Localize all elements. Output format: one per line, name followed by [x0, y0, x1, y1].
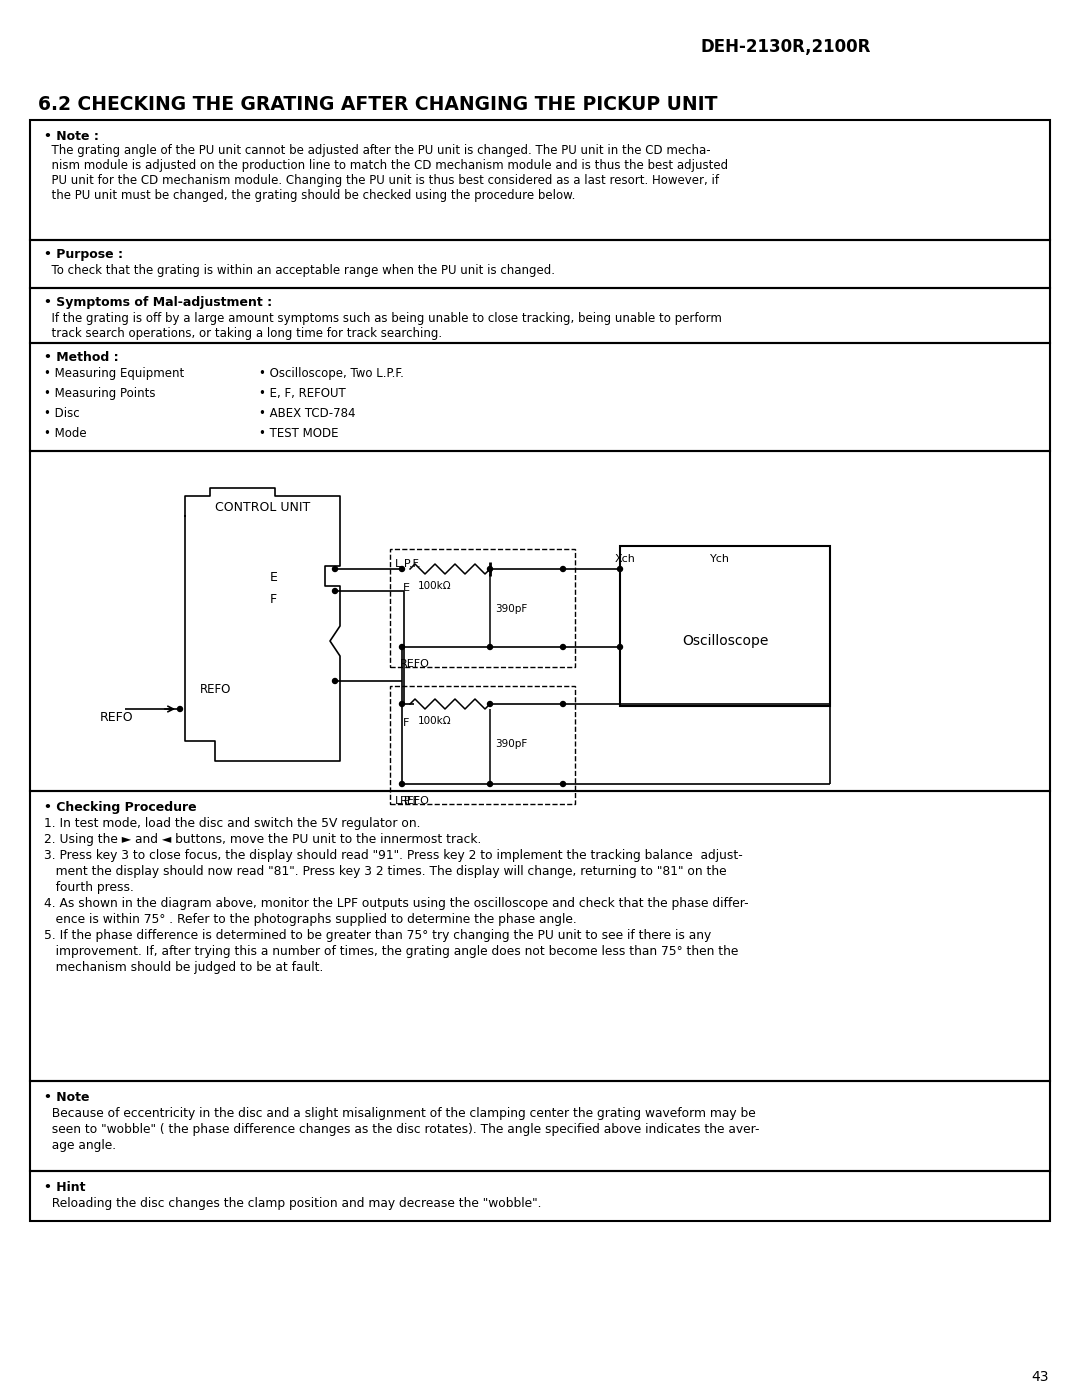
Circle shape — [561, 644, 566, 650]
Text: ence is within 75° . Refer to the photographs supplied to determine the phase an: ence is within 75° . Refer to the photog… — [44, 914, 577, 926]
Circle shape — [400, 701, 405, 707]
Bar — [30, 1171, 1050, 1221]
Circle shape — [333, 567, 337, 571]
Circle shape — [487, 701, 492, 707]
Text: • Purpose :: • Purpose : — [44, 249, 123, 261]
Text: seen to "wobble" ( the phase difference changes as the disc rotates). The angle : seen to "wobble" ( the phase difference … — [44, 1123, 759, 1136]
Text: • Method :: • Method : — [44, 351, 119, 365]
Text: 5. If the phase difference is determined to be greater than 75° try changing the: 5. If the phase difference is determined… — [44, 929, 712, 942]
Text: 100kΩ: 100kΩ — [418, 717, 451, 726]
Text: • Hint: • Hint — [44, 1180, 85, 1194]
Circle shape — [618, 644, 622, 650]
Text: F: F — [270, 592, 278, 606]
Text: • Symptoms of Mal-adjustment :: • Symptoms of Mal-adjustment : — [44, 296, 272, 309]
Bar — [390, 549, 575, 666]
Circle shape — [561, 701, 566, 707]
Text: • ABEX TCD-784: • ABEX TCD-784 — [259, 407, 355, 420]
Text: 390pF: 390pF — [495, 604, 527, 615]
Circle shape — [177, 707, 183, 711]
Text: E: E — [403, 583, 410, 592]
Text: PU unit for the CD mechanism module. Changing the PU unit is thus best considere: PU unit for the CD mechanism module. Cha… — [44, 175, 719, 187]
Bar — [620, 546, 831, 705]
Text: 2. Using the ► and ◄ buttons, move the PU unit to the innermost track.: 2. Using the ► and ◄ buttons, move the P… — [44, 833, 482, 847]
Text: the PU unit must be changed, the grating should be checked using the procedure b: the PU unit must be changed, the grating… — [44, 189, 576, 203]
Text: L.P.F.: L.P.F. — [395, 559, 422, 569]
Circle shape — [400, 644, 405, 650]
Text: age angle.: age angle. — [44, 1139, 117, 1153]
Text: fourth press.: fourth press. — [44, 882, 134, 894]
Text: • Mode: • Mode — [44, 427, 86, 440]
Text: E: E — [270, 571, 278, 584]
Text: • Oscilloscope, Two L.P.F.: • Oscilloscope, Two L.P.F. — [259, 367, 404, 380]
Text: To check that the grating is within an acceptable range when the PU unit is chan: To check that the grating is within an a… — [44, 264, 555, 277]
Text: Reloading the disc changes the clamp position and may decrease the "wobble".: Reloading the disc changes the clamp pos… — [44, 1197, 541, 1210]
Text: REFO: REFO — [400, 796, 430, 806]
Text: • Disc: • Disc — [44, 407, 80, 420]
Text: 1. In test mode, load the disc and switch the 5V regulator on.: 1. In test mode, load the disc and switc… — [44, 817, 420, 830]
Text: F: F — [403, 718, 409, 728]
Bar — [30, 120, 1050, 240]
Text: ment the display should now read "81". Press key 3 2 times. The display will cha: ment the display should now read "81". P… — [44, 865, 727, 877]
Text: CONTROL UNIT: CONTROL UNIT — [215, 502, 310, 514]
Bar — [30, 288, 1050, 344]
Text: • Measuring Points: • Measuring Points — [44, 387, 156, 400]
Text: 100kΩ: 100kΩ — [418, 581, 451, 591]
Text: REFO: REFO — [400, 659, 430, 669]
Text: 4. As shown in the diagram above, monitor the LPF outputs using the oscilloscope: 4. As shown in the diagram above, monito… — [44, 897, 748, 909]
Text: Because of eccentricity in the disc and a slight misalignment of the clamping ce: Because of eccentricity in the disc and … — [44, 1106, 756, 1120]
Text: • Measuring Equipment: • Measuring Equipment — [44, 367, 185, 380]
Circle shape — [618, 567, 622, 571]
Text: nism module is adjusted on the production line to match the CD mechanism module : nism module is adjusted on the productio… — [44, 159, 728, 172]
Text: 6.2 CHECKING THE GRATING AFTER CHANGING THE PICKUP UNIT: 6.2 CHECKING THE GRATING AFTER CHANGING … — [38, 95, 717, 115]
Bar — [30, 791, 1050, 1081]
Circle shape — [333, 588, 337, 594]
Circle shape — [400, 781, 405, 787]
Text: DEH-2130R,2100R: DEH-2130R,2100R — [700, 38, 870, 56]
Circle shape — [561, 567, 566, 571]
Text: 3. Press key 3 to close focus, the display should read "91". Press key 2 to impl: 3. Press key 3 to close focus, the displ… — [44, 849, 743, 862]
Bar — [390, 686, 575, 805]
Circle shape — [487, 567, 492, 571]
Text: improvement. If, after trying this a number of times, the grating angle does not: improvement. If, after trying this a num… — [44, 944, 739, 958]
Text: Oscilloscope: Oscilloscope — [681, 634, 768, 648]
Text: Ych: Ych — [710, 555, 730, 564]
Bar — [30, 344, 1050, 451]
Text: • TEST MODE: • TEST MODE — [259, 427, 338, 440]
Text: • Checking Procedure: • Checking Procedure — [44, 800, 197, 814]
Text: 43: 43 — [1031, 1370, 1049, 1384]
Text: • Note: • Note — [44, 1091, 90, 1104]
Circle shape — [400, 567, 405, 571]
Bar — [30, 451, 1050, 791]
Circle shape — [487, 781, 492, 787]
Text: • Note :: • Note : — [44, 130, 99, 142]
Circle shape — [487, 644, 492, 650]
Text: The grating angle of the PU unit cannot be adjusted after the PU unit is changed: The grating angle of the PU unit cannot … — [44, 144, 711, 156]
Text: If the grating is off by a large amount symptoms such as being unable to close t: If the grating is off by a large amount … — [44, 312, 721, 326]
Bar — [30, 1081, 1050, 1171]
Circle shape — [561, 781, 566, 787]
Text: REFO: REFO — [100, 711, 134, 724]
Text: L.P.F.: L.P.F. — [395, 796, 422, 806]
Text: Xch: Xch — [615, 555, 636, 564]
Text: • E, F, REFOUT: • E, F, REFOUT — [259, 387, 346, 400]
Text: 390pF: 390pF — [495, 739, 527, 749]
Text: mechanism should be judged to be at fault.: mechanism should be judged to be at faul… — [44, 961, 323, 974]
Circle shape — [333, 679, 337, 683]
Bar — [30, 240, 1050, 288]
Text: track search operations, or taking a long time for track searching.: track search operations, or taking a lon… — [44, 327, 442, 339]
Text: REFO: REFO — [200, 683, 231, 696]
